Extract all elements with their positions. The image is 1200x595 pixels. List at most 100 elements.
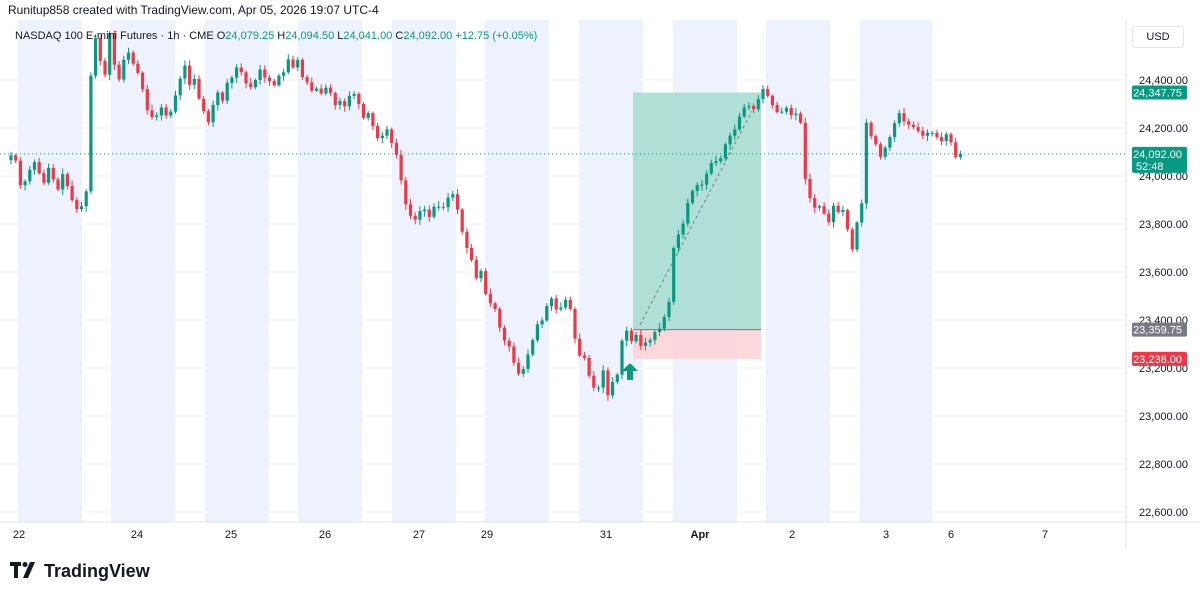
candle [437, 201, 441, 211]
candle-body [549, 298, 554, 307]
candle [319, 84, 323, 96]
candle-body [192, 79, 196, 85]
candle-body [860, 203, 864, 223]
candle-body [742, 107, 746, 117]
candle-body [878, 144, 883, 157]
candle-body [611, 381, 615, 396]
candle [380, 131, 384, 144]
candle-body [145, 89, 149, 111]
chart-area[interactable]: 24,400.00 24,200.00 24,000.00 23,800.00 23,6… [0, 20, 1200, 550]
candle-body [662, 317, 666, 329]
candle [197, 75, 201, 101]
candle [75, 196, 79, 213]
candle-body [376, 126, 380, 139]
candle [799, 111, 803, 125]
candle [648, 337, 652, 347]
candle [719, 155, 723, 164]
candle [314, 86, 319, 93]
candle-body [267, 77, 272, 81]
candle [620, 338, 624, 380]
candle [653, 329, 657, 345]
candle [559, 302, 563, 312]
candle [98, 36, 102, 66]
candle [658, 323, 662, 337]
candle-body [634, 334, 638, 342]
candle-body [65, 174, 69, 187]
candle [897, 109, 901, 127]
candle [662, 314, 666, 332]
candle [512, 342, 516, 366]
candle [606, 367, 610, 401]
time-tick-label: 6 [948, 529, 954, 541]
candle-body [183, 65, 187, 79]
candle-body [752, 105, 756, 110]
candle [122, 55, 126, 83]
candle [780, 107, 784, 115]
candle [564, 296, 568, 310]
candle-body [23, 181, 27, 186]
candle-body [747, 105, 751, 108]
candle-body [719, 158, 723, 162]
candle [836, 201, 840, 215]
candle [244, 70, 248, 89]
candle [695, 182, 699, 197]
time-tick-label: 25 [225, 529, 237, 541]
candle-body [89, 75, 93, 192]
candle [925, 129, 930, 141]
candle [211, 100, 215, 127]
candle [582, 351, 586, 361]
candle [216, 89, 220, 111]
candle-body [282, 72, 286, 76]
candle-body [47, 167, 51, 183]
candle [573, 306, 577, 344]
time-axis: 22 24 25 26 27 29 31 Apr 2 3 6 7 [13, 529, 1048, 541]
candle-body [474, 260, 478, 279]
candle [272, 78, 276, 87]
candle [432, 203, 436, 219]
candle [921, 126, 925, 139]
candle-body [531, 340, 535, 355]
candle [126, 47, 131, 65]
candle [940, 132, 944, 146]
candle [32, 159, 37, 175]
candle [277, 73, 281, 87]
candle [446, 192, 450, 213]
stop-price-badge: 23,238.00 [1132, 351, 1187, 366]
candle-body [883, 147, 887, 157]
candle [305, 74, 309, 86]
candle-body [488, 294, 492, 304]
time-tick-label: 2 [789, 529, 795, 541]
candle [376, 122, 380, 142]
candle [347, 91, 351, 111]
candles [9, 30, 962, 401]
close-label: C [395, 30, 404, 42]
entry-arrow-icon [622, 363, 638, 380]
candle [855, 220, 859, 252]
candle-body [263, 69, 267, 78]
candle-body [361, 104, 366, 118]
candle [935, 129, 939, 140]
time-tick-label: 3 [883, 529, 889, 541]
candle [173, 90, 178, 114]
candle-body [502, 327, 507, 341]
candle-body [159, 107, 163, 116]
price-chart[interactable]: 24,400.00 24,200.00 24,000.00 23,800.00 23,6… [0, 20, 1200, 550]
candle-body [902, 113, 906, 122]
candle [676, 229, 680, 253]
candle [907, 118, 911, 130]
candle [521, 366, 525, 378]
candle [893, 120, 897, 143]
symbol-name: NASDAQ 100 E-mini Futures · 1h · CME [15, 30, 214, 42]
time-tick-label: 27 [413, 529, 425, 541]
candle [672, 246, 676, 305]
candle-body [925, 132, 930, 136]
candle-body [930, 132, 934, 134]
candle [728, 132, 732, 150]
candle-body [244, 72, 248, 84]
currency-button[interactable]: USD [1132, 26, 1184, 48]
candle [902, 107, 906, 126]
candle-body [907, 121, 911, 125]
candle [258, 64, 262, 85]
time-tick-label: 29 [481, 529, 493, 541]
candle-body [700, 184, 704, 186]
